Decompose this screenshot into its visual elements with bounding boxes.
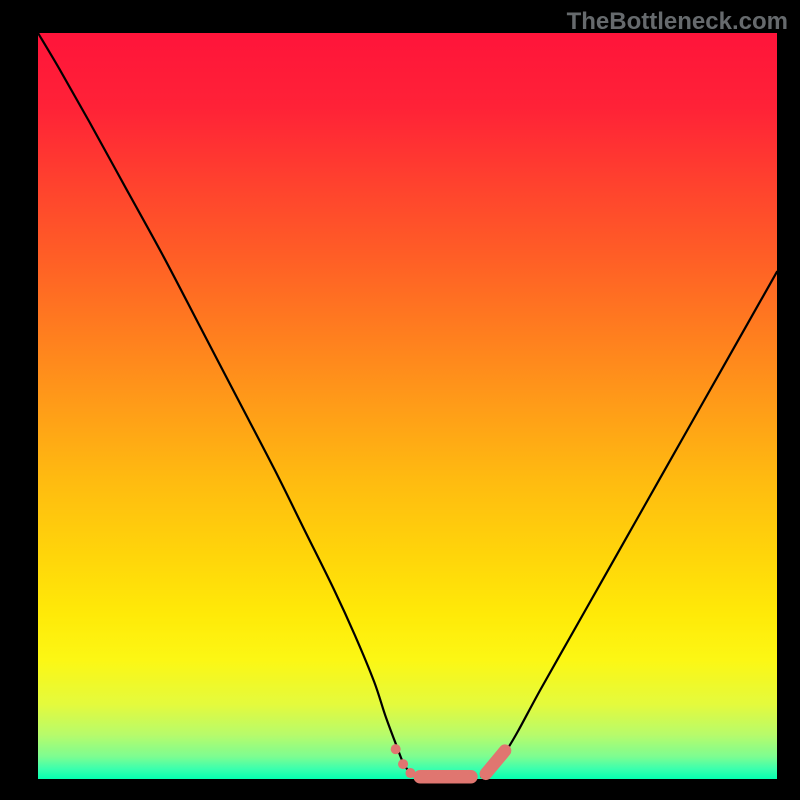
chart-overlay: [0, 0, 800, 800]
chart-root: TheBottleneck.com: [0, 0, 800, 800]
marker-bottom-pill: [413, 770, 477, 783]
marker-right-pill: [486, 751, 505, 774]
curve-right: [481, 272, 777, 777]
curve-left: [38, 33, 415, 777]
marker-dot-1: [398, 759, 408, 769]
marker-dot-0: [391, 744, 401, 754]
markers-group: [391, 744, 505, 783]
